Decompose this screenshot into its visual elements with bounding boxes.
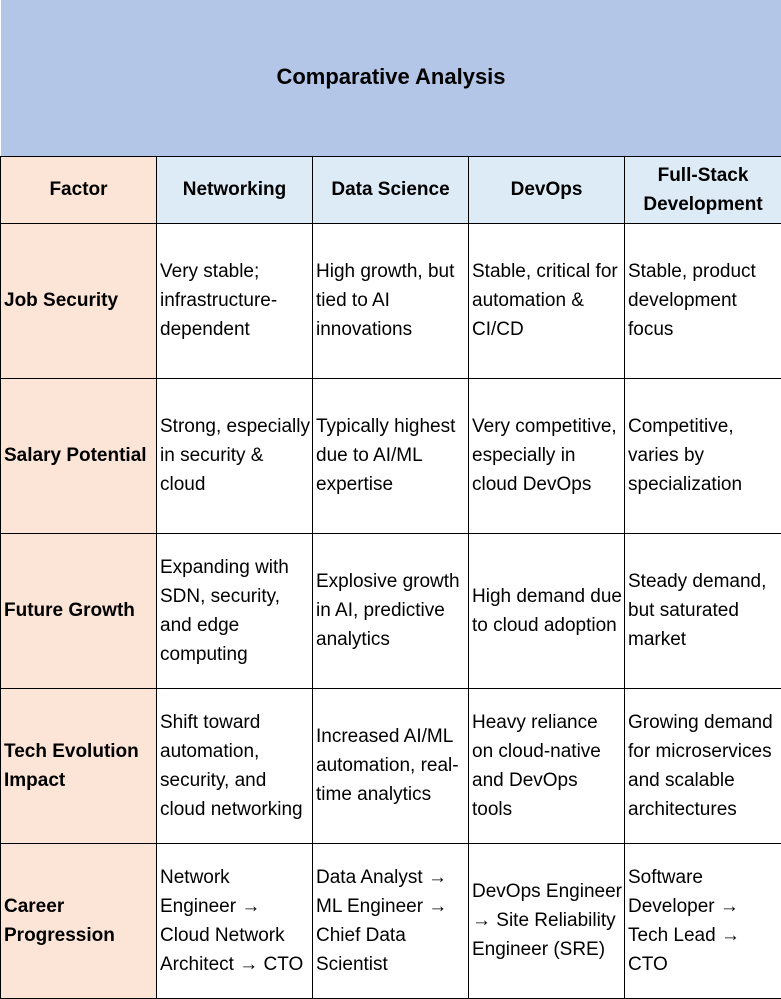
cell-networking: Network Engineer → Cloud Network Archite…	[157, 843, 313, 998]
cell-networking: Very stable; infrastructure-dependent	[157, 223, 313, 378]
factor-salary-potential: Salary Potential	[1, 378, 157, 533]
cell-devops: Heavy reliance on cloud-native and DevOp…	[469, 688, 625, 843]
factor-future-growth: Future Growth	[1, 533, 157, 688]
cell-data-science: High growth, but tied to AI innovations	[313, 223, 469, 378]
table-title: Comparative Analysis	[1, 0, 781, 156]
cell-devops: Stable, critical for automation & CI/CD	[469, 223, 625, 378]
table-row-career-progression: Career Progression Network Engineer → Cl…	[1, 843, 781, 998]
cell-data-science: Typically highest due to AI/ML expertise	[313, 378, 469, 533]
table-row-salary-potential: Salary Potential Strong, especially in s…	[1, 378, 781, 533]
cell-full-stack: Stable, product development focus	[625, 223, 781, 378]
header-full-stack: Full-Stack Development	[625, 156, 781, 223]
factor-job-security: Job Security	[1, 223, 157, 378]
cell-full-stack: Competitive, varies by specialization	[625, 378, 781, 533]
header-factor: Factor	[1, 156, 157, 223]
cell-data-science: Increased AI/ML automation, real-time an…	[313, 688, 469, 843]
cell-devops: DevOps Engineer → Site Reliability Engin…	[469, 843, 625, 998]
cell-devops: Very competitive, especially in cloud De…	[469, 378, 625, 533]
factor-tech-evolution-impact: Tech Evolution Impact	[1, 688, 157, 843]
table-row-tech-evolution-impact: Tech Evolution Impact Shift toward autom…	[1, 688, 781, 843]
cell-full-stack: Steady demand, but saturated market	[625, 533, 781, 688]
factor-career-progression: Career Progression	[1, 843, 157, 998]
cell-devops: High demand due to cloud adoption	[469, 533, 625, 688]
cell-full-stack: Software Developer → Tech Lead → CTO	[625, 843, 781, 998]
cell-networking: Expanding with SDN, security, and edge c…	[157, 533, 313, 688]
header-data-science: Data Science	[313, 156, 469, 223]
header-devops: DevOps	[469, 156, 625, 223]
header-row: Factor Networking Data Science DevOps Fu…	[1, 156, 781, 223]
table-row-future-growth: Future Growth Expanding with SDN, securi…	[1, 533, 781, 688]
cell-data-science: Data Analyst → ML Engineer → Chief Data …	[313, 843, 469, 998]
cell-networking: Strong, especially in security & cloud	[157, 378, 313, 533]
table-row-job-security: Job Security Very stable; infrastructure…	[1, 223, 781, 378]
title-row: Comparative Analysis	[1, 0, 781, 156]
header-networking: Networking	[157, 156, 313, 223]
cell-data-science: Explosive growth in AI, predictive analy…	[313, 533, 469, 688]
cell-networking: Shift toward automation, security, and c…	[157, 688, 313, 843]
cell-full-stack: Growing demand for microservices and sca…	[625, 688, 781, 843]
